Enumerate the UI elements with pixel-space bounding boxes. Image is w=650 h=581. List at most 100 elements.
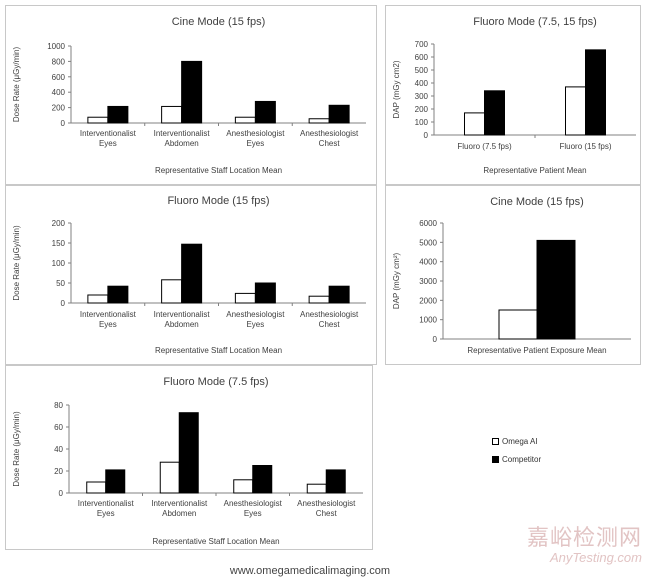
x-category-label: Chest	[319, 139, 341, 148]
bar-competitor	[328, 285, 350, 304]
y-axis-label: Dose Rate (μGy/min)	[12, 225, 21, 301]
bar-omega-ai	[308, 295, 330, 304]
x-category-label: Anesthesiologist	[226, 310, 285, 319]
x-category-label: Eyes	[246, 139, 264, 148]
y-tick-label: 500	[415, 66, 429, 75]
bar-omega-ai	[86, 481, 107, 494]
bar-omega-ai	[159, 461, 180, 494]
legend-swatch-competitor	[492, 455, 499, 463]
bar-omega-ai	[308, 118, 330, 124]
chart-title: Cine Mode (15 fps)	[172, 16, 266, 28]
legend-label-competitor: Competitor	[502, 454, 542, 464]
y-tick-label: 0	[433, 335, 438, 344]
y-tick-label: 400	[52, 88, 66, 97]
y-tick-label: 1000	[47, 42, 65, 51]
y-tick-label: 100	[415, 118, 429, 127]
y-tick-label: 1000	[419, 316, 437, 325]
bar-competitor	[484, 90, 505, 136]
bar-competitor	[105, 469, 126, 494]
y-axis-label: DAP (mGy cm²)	[392, 253, 401, 310]
bar-competitor	[536, 239, 576, 340]
x-category-label: Fluoro (15 fps)	[559, 142, 611, 151]
x-axis-label: Representative Staff Location Mean	[152, 537, 279, 546]
legend: Omega AI Competitor	[492, 432, 541, 468]
y-tick-label: 200	[52, 104, 66, 113]
y-tick-label: 5000	[419, 238, 437, 247]
bar-competitor	[328, 104, 350, 124]
bar-omega-ai	[161, 105, 183, 124]
chart-panel-fluoro-patient: Fluoro Mode (7.5, 15 fps) 0 100 200 300 400 50…	[385, 5, 641, 185]
y-tick-label: 6000	[419, 219, 437, 228]
x-category-label: Interventionalist	[154, 129, 211, 138]
bar-competitor	[107, 105, 129, 124]
x-category-label: Chest	[319, 320, 341, 329]
x-category-label: Eyes	[244, 509, 262, 518]
y-tick-label: 20	[54, 467, 63, 476]
chart-fluoro15-staff-svg: Fluoro Mode (15 fps) 0 50 100 150 200 Dose Rat…	[12, 195, 366, 355]
watermark: 嘉峪检测网 AnyTesting.com	[527, 520, 642, 565]
chart-fluoro75-staff-svg: Fluoro Mode (7.5 fps) 0 20 40 60 80 Dose Rate …	[12, 376, 363, 546]
y-tick-label: 0	[61, 299, 66, 308]
bar-competitor	[585, 49, 606, 136]
bar-omega-ai	[233, 479, 254, 494]
x-category-label: Eyes	[99, 139, 117, 148]
x-axis-label: Representative Patient Exposure Mean	[467, 346, 606, 355]
y-tick-label: 2000	[419, 296, 437, 305]
x-category-label: Interventionalist	[78, 499, 135, 508]
x-category-label: Interventionalist	[154, 310, 211, 319]
y-tick-label: 0	[61, 119, 66, 128]
chart-title: Fluoro Mode (7.5, 15 fps)	[473, 16, 597, 28]
y-tick-label: 600	[415, 53, 429, 62]
bar-competitor	[254, 100, 276, 124]
x-category-label: Eyes	[99, 320, 117, 329]
bar-competitor	[325, 469, 346, 494]
x-category-label: Chest	[316, 509, 338, 518]
chart-cine-staff-svg: Cine Mode (15 fps) 0 200 400 600 800 1000 Dose …	[12, 16, 366, 175]
watermark-en: AnyTesting.com	[549, 550, 642, 565]
bar-competitor	[254, 282, 276, 304]
legend-swatch-omega	[492, 437, 499, 445]
y-tick-label: 0	[59, 489, 64, 498]
x-category-label: Interventionalist	[80, 310, 137, 319]
x-category-label: Abdomen	[162, 509, 196, 518]
bar-competitor	[181, 60, 203, 124]
x-axis-label: Representative Patient Mean	[483, 166, 586, 175]
bar-omega-ai	[87, 116, 109, 124]
y-tick-label: 400	[415, 79, 429, 88]
x-category-label: Anesthesiologist	[226, 129, 285, 138]
bar-omega-ai	[306, 483, 327, 494]
bar-omega-ai	[498, 309, 538, 340]
x-category-label: Interventionalist	[151, 499, 208, 508]
legend-item-competitor: Competitor	[492, 450, 541, 468]
y-tick-label: 40	[54, 445, 63, 454]
legend-item-omega: Omega AI	[492, 432, 541, 450]
bar-omega-ai	[234, 116, 256, 124]
bar-omega-ai	[234, 292, 256, 304]
x-category-label: Anesthesiologist	[224, 499, 283, 508]
bar-omega-ai	[565, 86, 586, 136]
bar-omega-ai	[87, 294, 109, 304]
y-tick-label: 150	[52, 239, 66, 248]
y-tick-label: 80	[54, 401, 63, 410]
x-category-label: Abdomen	[165, 320, 199, 329]
watermark-cn: 嘉峪检测网	[526, 526, 642, 551]
y-tick-label: 100	[52, 259, 66, 268]
x-category-label: Eyes	[97, 509, 115, 518]
x-category-label: Eyes	[246, 320, 264, 329]
chart-panel-fluoro75-staff: Fluoro Mode (7.5 fps) 0 20 40 60 80 Dose Rate …	[5, 365, 373, 550]
y-tick-label: 3000	[419, 277, 437, 286]
bar-omega-ai	[161, 279, 183, 304]
chart-panel-cine-patient: Cine Mode (15 fps) 0 1000 2000 3000 4000 5000 6…	[385, 185, 641, 365]
chart-panel-cine-staff: Cine Mode (15 fps) 0 200 400 600 800 1000 Dose …	[5, 5, 377, 185]
chart-fluoro-patient-svg: Fluoro Mode (7.5, 15 fps) 0 100 200 300 400 50…	[392, 16, 636, 175]
y-tick-label: 0	[424, 131, 429, 140]
y-tick-label: 800	[52, 57, 66, 66]
y-tick-label: 200	[52, 219, 66, 228]
y-tick-label: 700	[415, 40, 429, 49]
x-axis-label: Representative Staff Location Mean	[155, 346, 282, 355]
x-category-label: Fluoro (7.5 fps)	[457, 142, 512, 151]
chart-title: Fluoro Mode (7.5 fps)	[163, 376, 268, 388]
bar-competitor	[252, 465, 273, 494]
y-tick-label: 4000	[419, 258, 437, 267]
x-axis-label: Representative Staff Location Mean	[155, 166, 282, 175]
